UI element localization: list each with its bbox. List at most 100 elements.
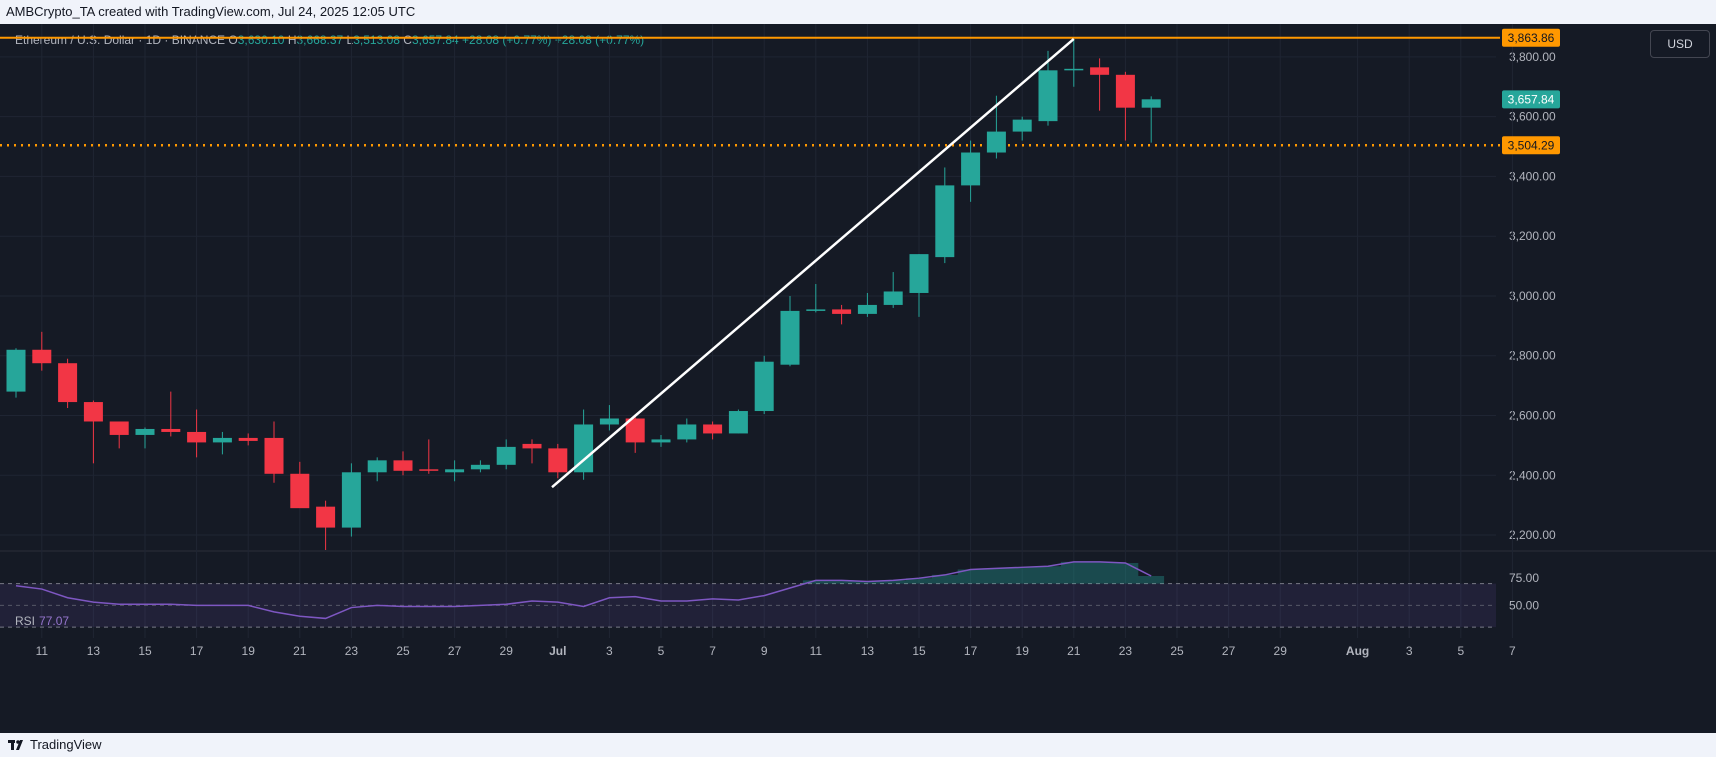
candle-body: [6, 349, 26, 392]
y-tick-label: 3,000.00: [1509, 289, 1556, 303]
candle-body: [625, 418, 645, 443]
candle-body: [496, 446, 516, 465]
candle-body: [470, 464, 490, 470]
candle-body: [32, 349, 52, 364]
x-tick-label: 13: [87, 644, 101, 658]
y-tick-label: 2,800.00: [1509, 349, 1556, 363]
candle-body: [857, 304, 877, 314]
symbol-legend: Ethereum / U.S. Dollar · 1D · BINANCE O 3…: [15, 33, 644, 47]
y-tick-label: 2,600.00: [1509, 409, 1556, 423]
low-value: 3,513.08: [353, 33, 400, 47]
x-tick-label: 5: [658, 644, 665, 658]
chart-caption: AMBCrypto_TA created with TradingView.co…: [0, 0, 1716, 24]
candle-body: [1064, 68, 1084, 71]
x-tick-label: 27: [1222, 644, 1236, 658]
candle-body: [419, 469, 439, 471]
candle-body: [832, 309, 852, 314]
x-tick-label: 25: [396, 644, 410, 658]
candle-body: [1038, 70, 1058, 122]
x-tick-label: 29: [1274, 644, 1288, 658]
x-tick-label: 29: [500, 644, 514, 658]
candle-body: [754, 361, 774, 412]
candle-body: [1012, 119, 1032, 132]
candle-body: [264, 437, 284, 474]
candle-body: [135, 428, 155, 435]
x-tick-label: 15: [912, 644, 926, 658]
x-tick-label: 7: [709, 644, 716, 658]
candle-body: [161, 428, 181, 432]
resistance-price-badge-bg: [1502, 28, 1560, 47]
candle-body: [1115, 74, 1135, 108]
candle-body: [986, 131, 1006, 153]
x-tick-label: 21: [1067, 644, 1081, 658]
currency-button[interactable]: USD: [1650, 30, 1710, 58]
support-price-badge: 3,504.29: [1508, 138, 1555, 152]
rsi-overbought-fill: [802, 561, 1165, 584]
last-price-badge: 3,657.84: [1508, 92, 1555, 106]
tradingview-logo-icon: [8, 740, 23, 750]
candle-body: [599, 418, 619, 425]
rsi-tick-label: 50.00: [1509, 598, 1539, 612]
x-tick-label: Jul: [549, 644, 566, 658]
candle-body: [677, 424, 697, 440]
x-tick-label: 7: [1509, 644, 1516, 658]
candle-body: [290, 473, 310, 509]
rsi-tick-label: 75.00: [1509, 571, 1539, 585]
candle-body: [780, 310, 800, 365]
candle-body: [806, 309, 826, 311]
x-tick-label: 5: [1457, 644, 1464, 658]
y-tick-label: 2,400.00: [1509, 468, 1556, 482]
candle-body: [367, 460, 387, 473]
symbol-name[interactable]: Ethereum / U.S. Dollar · 1D · BINANCE: [15, 33, 226, 47]
rsi-pane: [0, 551, 1496, 638]
candle-body: [1090, 67, 1110, 75]
rsi-value: 77.07: [39, 614, 70, 628]
footer-brand: TradingView: [0, 733, 1716, 757]
trend-line: [551, 37, 1075, 489]
candle-body: [909, 254, 929, 293]
candle-body: [728, 411, 748, 434]
rsi-line: [15, 561, 1152, 620]
resistance-price-badge: 3,863.86: [1508, 31, 1555, 45]
candle-body: [522, 443, 542, 449]
candle-body: [187, 431, 207, 443]
x-tick-label: Aug: [1346, 644, 1369, 658]
y-tick-label: 3,400.00: [1509, 169, 1556, 183]
y-tick-label: 2,200.00: [1509, 528, 1556, 542]
candle-body: [341, 472, 361, 528]
y-tick-label: 3,200.00: [1509, 229, 1556, 243]
x-tick-label: 9: [761, 644, 768, 658]
candle-body: [935, 185, 955, 258]
x-tick-label: 23: [345, 644, 359, 658]
high-label: H: [287, 33, 297, 47]
candle-body: [574, 424, 594, 473]
x-tick-label: 27: [448, 644, 462, 658]
candle-body: [961, 152, 981, 186]
price-chart[interactable]: 3,800.00 3,600.00 3,400.00 3,200.00 3,000.00…: [0, 0, 1716, 733]
x-tick-label: 17: [964, 644, 978, 658]
x-tick-label: 11: [36, 644, 49, 658]
candle-body: [238, 437, 258, 441]
y-tick-label: 3,600.00: [1509, 110, 1556, 124]
open-label: O: [228, 33, 238, 47]
candle-body: [883, 291, 903, 305]
change-value: +28.08 (+0.77%): [462, 33, 552, 47]
candle-body: [58, 363, 78, 403]
candle-body: [651, 439, 671, 443]
candle-body: [1141, 99, 1161, 108]
x-tick-label: 17: [190, 644, 204, 658]
candle-body: [703, 424, 723, 434]
low-label: L: [346, 33, 354, 47]
x-tick-label: 15: [138, 644, 152, 658]
x-tick-label: 11: [810, 644, 823, 658]
x-tick-label: 3: [1406, 644, 1413, 658]
close-value: 3,657.84: [411, 33, 459, 47]
candle-body: [212, 437, 232, 443]
change-value-secondary: +28.08 (+0.77%): [554, 33, 645, 47]
candle-body: [109, 421, 129, 435]
high-value: 3,668.37: [296, 33, 344, 47]
x-tick-label: 25: [1170, 644, 1184, 658]
candle-body: [316, 506, 336, 528]
last-price-badge-bg: [1502, 90, 1560, 109]
rsi-label: RSI: [15, 614, 36, 628]
